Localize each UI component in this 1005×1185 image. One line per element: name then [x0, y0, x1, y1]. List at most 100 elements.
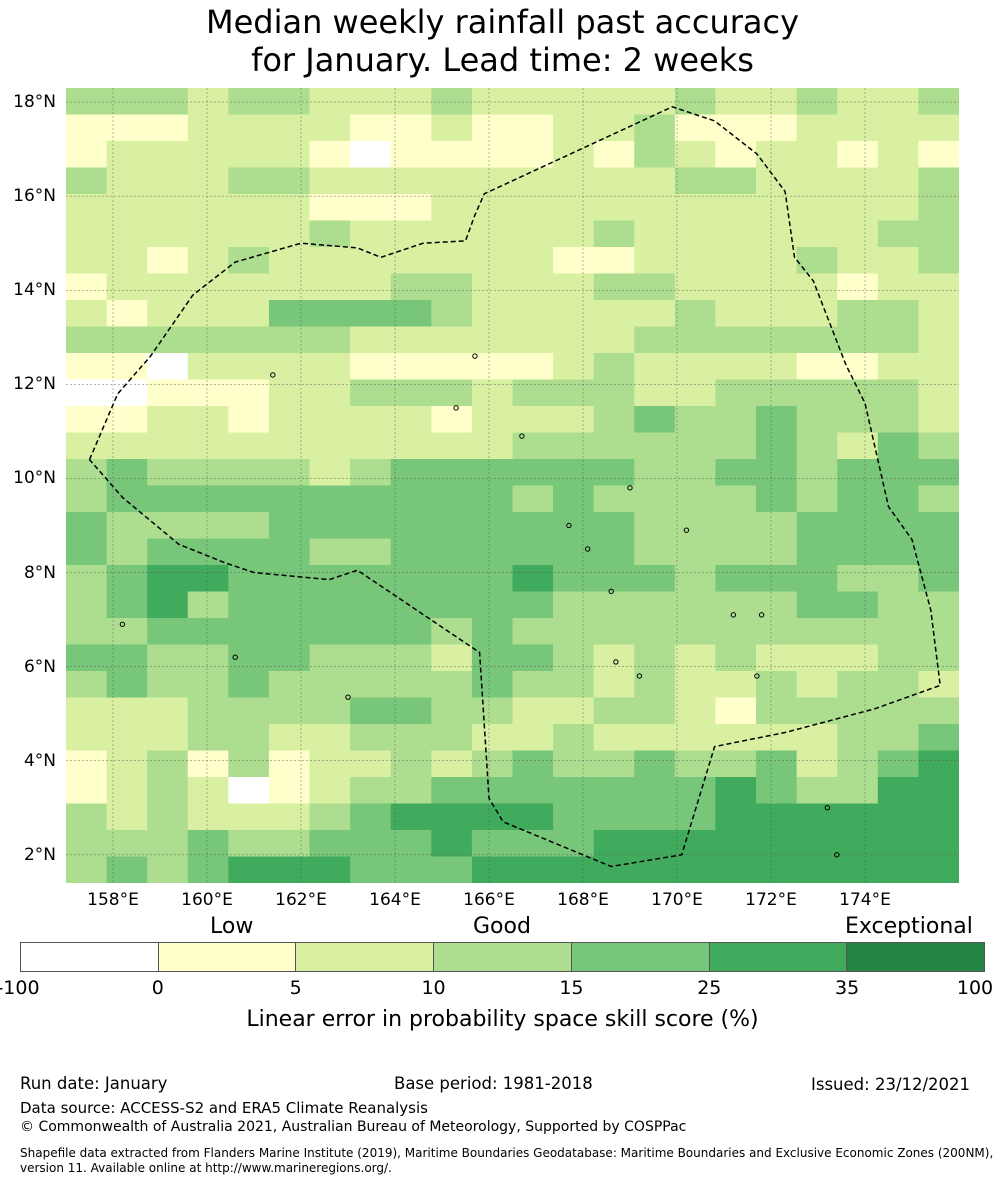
- skill-cell: [66, 273, 108, 301]
- skill-cell: [756, 459, 798, 487]
- skill-cell: [796, 141, 838, 169]
- skill-cell: [837, 141, 879, 169]
- colorbar-tick-label: -100: [0, 977, 40, 999]
- skill-cell: [553, 750, 595, 778]
- skill-cell: [674, 88, 717, 116]
- skill-cell: [431, 353, 473, 381]
- skill-cell: [877, 326, 920, 354]
- chart-title-line-1: Median weekly rainfall past accuracy: [205, 3, 800, 41]
- skill-cell: [634, 724, 676, 752]
- skill-cell: [187, 856, 229, 883]
- skill-cell: [674, 697, 717, 725]
- skill-cell: [390, 803, 432, 831]
- skill-cell: [106, 644, 148, 672]
- skill-cell: [756, 141, 798, 169]
- skill-cell: [674, 565, 717, 593]
- latitude-tick-label: 16°N: [13, 186, 56, 207]
- skill-cell: [593, 326, 635, 354]
- skill-cell: [106, 379, 148, 407]
- skill-cell: [877, 114, 920, 142]
- skill-cell: [106, 538, 148, 566]
- skill-cell: [187, 777, 229, 805]
- skill-cell: [918, 459, 959, 487]
- skill-cell: [634, 300, 676, 328]
- base-period: Base period: 1981-2018: [394, 1074, 593, 1093]
- skill-cell: [471, 697, 514, 725]
- skill-cell: [106, 671, 148, 699]
- skill-cell: [877, 220, 920, 248]
- skill-cell: [715, 459, 757, 487]
- skill-cell: [106, 512, 148, 540]
- skill-cell: [593, 141, 635, 169]
- skill-cell: [106, 803, 148, 831]
- skill-cell: [918, 830, 959, 858]
- skill-cell: [756, 406, 798, 434]
- skill-cell: [106, 724, 148, 752]
- skill-cell: [309, 114, 351, 142]
- skill-cell: [106, 856, 148, 883]
- skill-cell: [309, 485, 351, 513]
- skill-cell: [593, 618, 635, 646]
- island-outline: [636, 673, 643, 679]
- skill-cell: [634, 803, 676, 831]
- skill-cell: [187, 432, 229, 460]
- skill-cell: [390, 300, 432, 328]
- skill-cell: [715, 856, 757, 883]
- skill-cell: [512, 406, 554, 434]
- skill-cell: [837, 459, 879, 487]
- skill-cell: [228, 750, 270, 778]
- skill-cell: [106, 618, 148, 646]
- skill-cell: [593, 273, 635, 301]
- skill-cell: [593, 512, 635, 540]
- skill-cell: [634, 194, 676, 222]
- skill-cell: [471, 300, 514, 328]
- skill-cell: [268, 750, 311, 778]
- skill-cell: [715, 803, 757, 831]
- skill-cell: [918, 379, 959, 407]
- skill-cell: [512, 141, 554, 169]
- skill-cell: [431, 167, 473, 195]
- colorbar-tick-label: 35: [835, 977, 860, 999]
- skill-cell: [918, 856, 959, 883]
- skill-cell: [715, 618, 757, 646]
- skill-cell: [877, 591, 920, 619]
- skill-cell: [147, 565, 189, 593]
- skill-cell: [147, 194, 189, 222]
- skill-cell: [674, 273, 717, 301]
- skill-cell: [593, 538, 635, 566]
- skill-cell: [390, 141, 432, 169]
- skill-cell: [106, 300, 148, 328]
- skill-cell: [837, 247, 879, 275]
- skill-cell: [918, 220, 959, 248]
- skill-cell: [593, 88, 635, 116]
- skill-cell: [228, 565, 270, 593]
- skill-cell: [796, 777, 838, 805]
- skill-cell: [634, 485, 676, 513]
- chart-title-line-2: for January. Lead time: 2 weeks: [251, 41, 754, 79]
- skill-cell: [431, 618, 473, 646]
- skill-cell: [66, 353, 108, 381]
- skill-cell: [634, 777, 676, 805]
- skill-cell: [918, 247, 959, 275]
- skill-cell: [796, 88, 838, 116]
- skill-cell: [309, 406, 351, 434]
- skill-cell: [268, 697, 311, 725]
- skill-cell: [350, 88, 392, 116]
- skill-cell: [877, 830, 920, 858]
- skill-cell: [634, 856, 676, 883]
- skill-cell: [918, 167, 959, 195]
- skill-cell: [390, 353, 432, 381]
- skill-cell: [877, 273, 920, 301]
- skill-cell: [918, 432, 959, 460]
- skill-cell: [593, 485, 635, 513]
- skill-cell: [634, 697, 676, 725]
- skill-cell: [228, 406, 270, 434]
- skill-cell: [715, 247, 757, 275]
- skill-cell: [106, 565, 148, 593]
- skill-cell: [715, 273, 757, 301]
- skill-cell: [877, 88, 920, 116]
- skill-cell: [512, 485, 554, 513]
- skill-cell: [674, 724, 717, 752]
- skill-cell: [756, 724, 798, 752]
- skill-cell: [918, 697, 959, 725]
